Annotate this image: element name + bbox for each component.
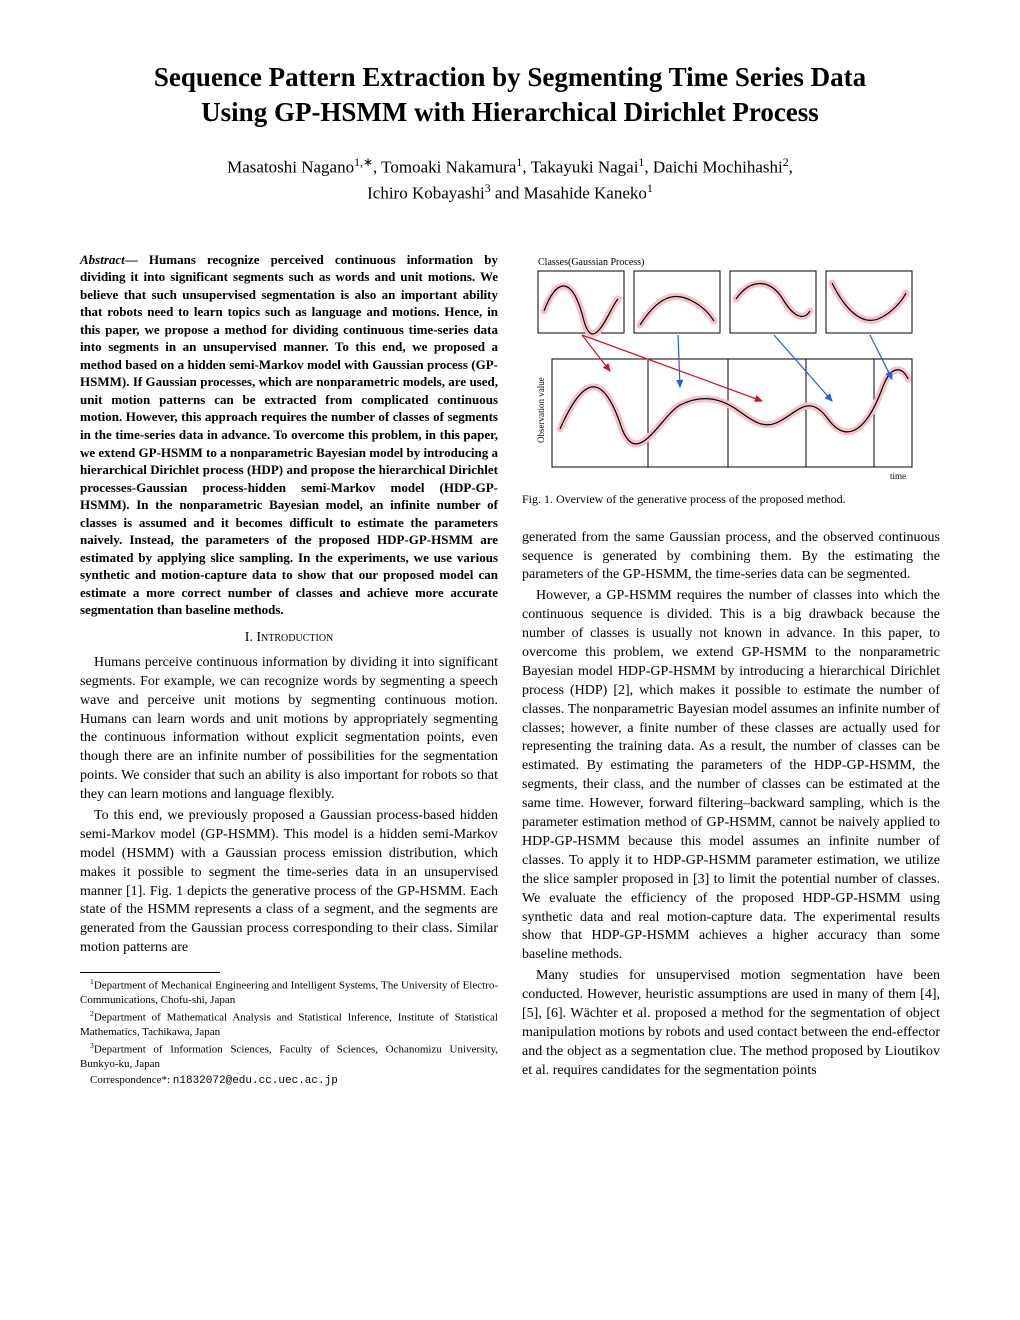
svg-text:Observation value: Observation value <box>536 377 546 443</box>
right-column: Classes(Gaussian Process) Observation val… <box>522 251 940 1091</box>
figure-1-svg: Classes(Gaussian Process) Observation val… <box>522 251 922 481</box>
two-column-body: Abstract— Humans recognize perceived con… <box>80 251 940 1091</box>
footnote-1: 1Department of Mechanical Engineering an… <box>80 977 498 1007</box>
author-4: , Daichi Mochihashi <box>644 158 782 177</box>
section-1-heading: I. Introduction <box>80 629 498 648</box>
affil-sup: 1 <box>647 181 653 195</box>
author-2: , Tomoaki Nakamura <box>373 158 516 177</box>
intro-para-2: To this end, we previously proposed a Ga… <box>80 807 498 958</box>
abstract: Abstract— Humans recognize perceived con… <box>80 251 498 619</box>
comma: , <box>789 158 793 177</box>
paper-title: Sequence Pattern Extraction by Segmentin… <box>80 60 940 130</box>
title-line-1: Sequence Pattern Extraction by Segmentin… <box>154 62 866 92</box>
affil-sup: 1,∗ <box>354 155 373 169</box>
footnote-3: 3Department of Information Sciences, Fac… <box>80 1041 498 1071</box>
author-3: , Takayuki Nagai <box>522 158 638 177</box>
left-column: Abstract— Humans recognize perceived con… <box>80 251 498 1091</box>
author-5: Ichiro Kobayashi <box>367 184 485 203</box>
right-para-1: generated from the same Gaussian process… <box>522 529 940 586</box>
right-para-2: However, a GP-HSMM requires the number o… <box>522 587 940 965</box>
figure-1-caption: Fig. 1. Overview of the generative proce… <box>522 491 940 507</box>
footnote-text: Department of Information Sciences, Facu… <box>80 1044 498 1070</box>
footnote-label: Correspondence*: <box>90 1074 173 1086</box>
right-para-3: Many studies for unsupervised motion seg… <box>522 967 940 1080</box>
figure-1: Classes(Gaussian Process) Observation val… <box>522 251 940 481</box>
svg-text:time: time <box>890 471 906 481</box>
intro-para-1: Humans perceive continuous information b… <box>80 654 498 805</box>
svg-text:Classes(Gaussian Process): Classes(Gaussian Process) <box>538 257 644 268</box>
footnote-2: 2Department of Mathematical Analysis and… <box>80 1009 498 1039</box>
title-line-2: Using GP-HSMM with Hierarchical Dirichle… <box>201 97 819 127</box>
author-6: and Masahide Kaneko <box>491 184 647 203</box>
footnote-4: Correspondence*: n1832072@edu.cc.uec.ac.… <box>80 1074 498 1089</box>
footnote-text: Department of Mechanical Engineering and… <box>80 980 498 1006</box>
abstract-text: — Humans recognize perceived continuous … <box>80 252 498 618</box>
abstract-label: Abstract <box>80 252 125 267</box>
footnote-text: Department of Mathematical Analysis and … <box>80 1012 498 1038</box>
correspondence-email: n1832072@edu.cc.uec.ac.jp <box>173 1075 338 1087</box>
authors: Masatoshi Nagano1,∗, Tomoaki Nakamura 1 , … <box>80 154 940 206</box>
author-1: Masatoshi Nagano <box>227 158 354 177</box>
